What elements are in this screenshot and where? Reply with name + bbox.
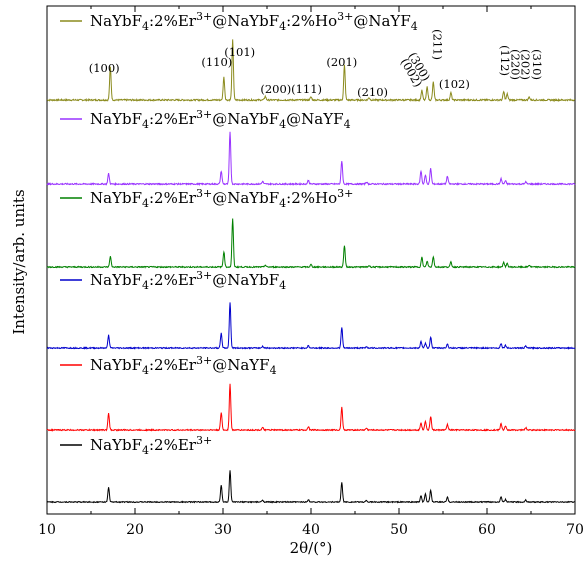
- peak-annotation-9: (211): [430, 29, 444, 60]
- peak-annotation-12: (220): [509, 49, 523, 80]
- peak-annotation-13: (202): [518, 49, 532, 80]
- legend-label-5: NaYbF4:2%Er3+: [90, 434, 212, 457]
- peak-annotation-5: (201): [326, 55, 357, 69]
- peak-annotation-2: (101): [224, 45, 255, 59]
- legend-label-1: NaYbF4:2%Er3+@NaYbF4@NaYF4: [90, 108, 351, 131]
- peak-annotation-0: (100): [89, 61, 120, 75]
- traces: [46, 39, 576, 504]
- x-tick-label-1: 20: [126, 522, 144, 538]
- series-line-2: [46, 218, 576, 269]
- peak-annotation-6: (210): [357, 85, 388, 99]
- x-tick-label-2: 30: [214, 522, 232, 538]
- series-line-1: [46, 131, 576, 187]
- legend-label-2: NaYbF4:2%Er3+@NaYbF4:2%Ho3+: [90, 187, 353, 210]
- peak-annotation-14: (310): [530, 49, 544, 80]
- peak-annotation-4: (111): [291, 82, 322, 96]
- peak-annotations: (100) (110)(101)(200) (111)(201)(210)(002)…: [89, 29, 544, 99]
- peak-annotation-3: (200): [260, 82, 291, 96]
- legend-label-3: NaYbF4:2%Er3+@NaYbF4: [90, 269, 286, 292]
- peak-annotation-10: (102): [439, 77, 470, 91]
- series-line-0: [46, 39, 576, 103]
- x-tick-label-3: 40: [302, 522, 320, 538]
- x-axis: 10 20 30 40 50 60 70: [38, 6, 584, 538]
- series-line-3: [46, 302, 576, 350]
- x-axis-label: 2θ/(°): [290, 539, 333, 557]
- x-tick-label-4: 50: [390, 522, 408, 538]
- series-line-5: [46, 470, 576, 504]
- legend-label-0: NaYbF4:2%Er3+@NaYbF4:2%Ho3+@NaYF4: [90, 10, 418, 33]
- x-tick-label-6: 70: [566, 522, 584, 538]
- peak-annotation-1: (110): [201, 55, 232, 69]
- series-line-4: [46, 383, 576, 432]
- legend-label-4: NaYbF4:2%Er3+@NaYF4: [90, 354, 277, 377]
- legend: NaYbF4:2%Er3+@NaYbF4:2%Ho3+@NaYF4 NaYbF4:…: [60, 10, 418, 457]
- peak-annotation-11: (112): [498, 45, 512, 76]
- x-tick-label-5: 60: [478, 522, 496, 538]
- x-tick-label-0: 10: [38, 522, 56, 538]
- y-axis-label: Intensity/arb. units: [10, 189, 28, 334]
